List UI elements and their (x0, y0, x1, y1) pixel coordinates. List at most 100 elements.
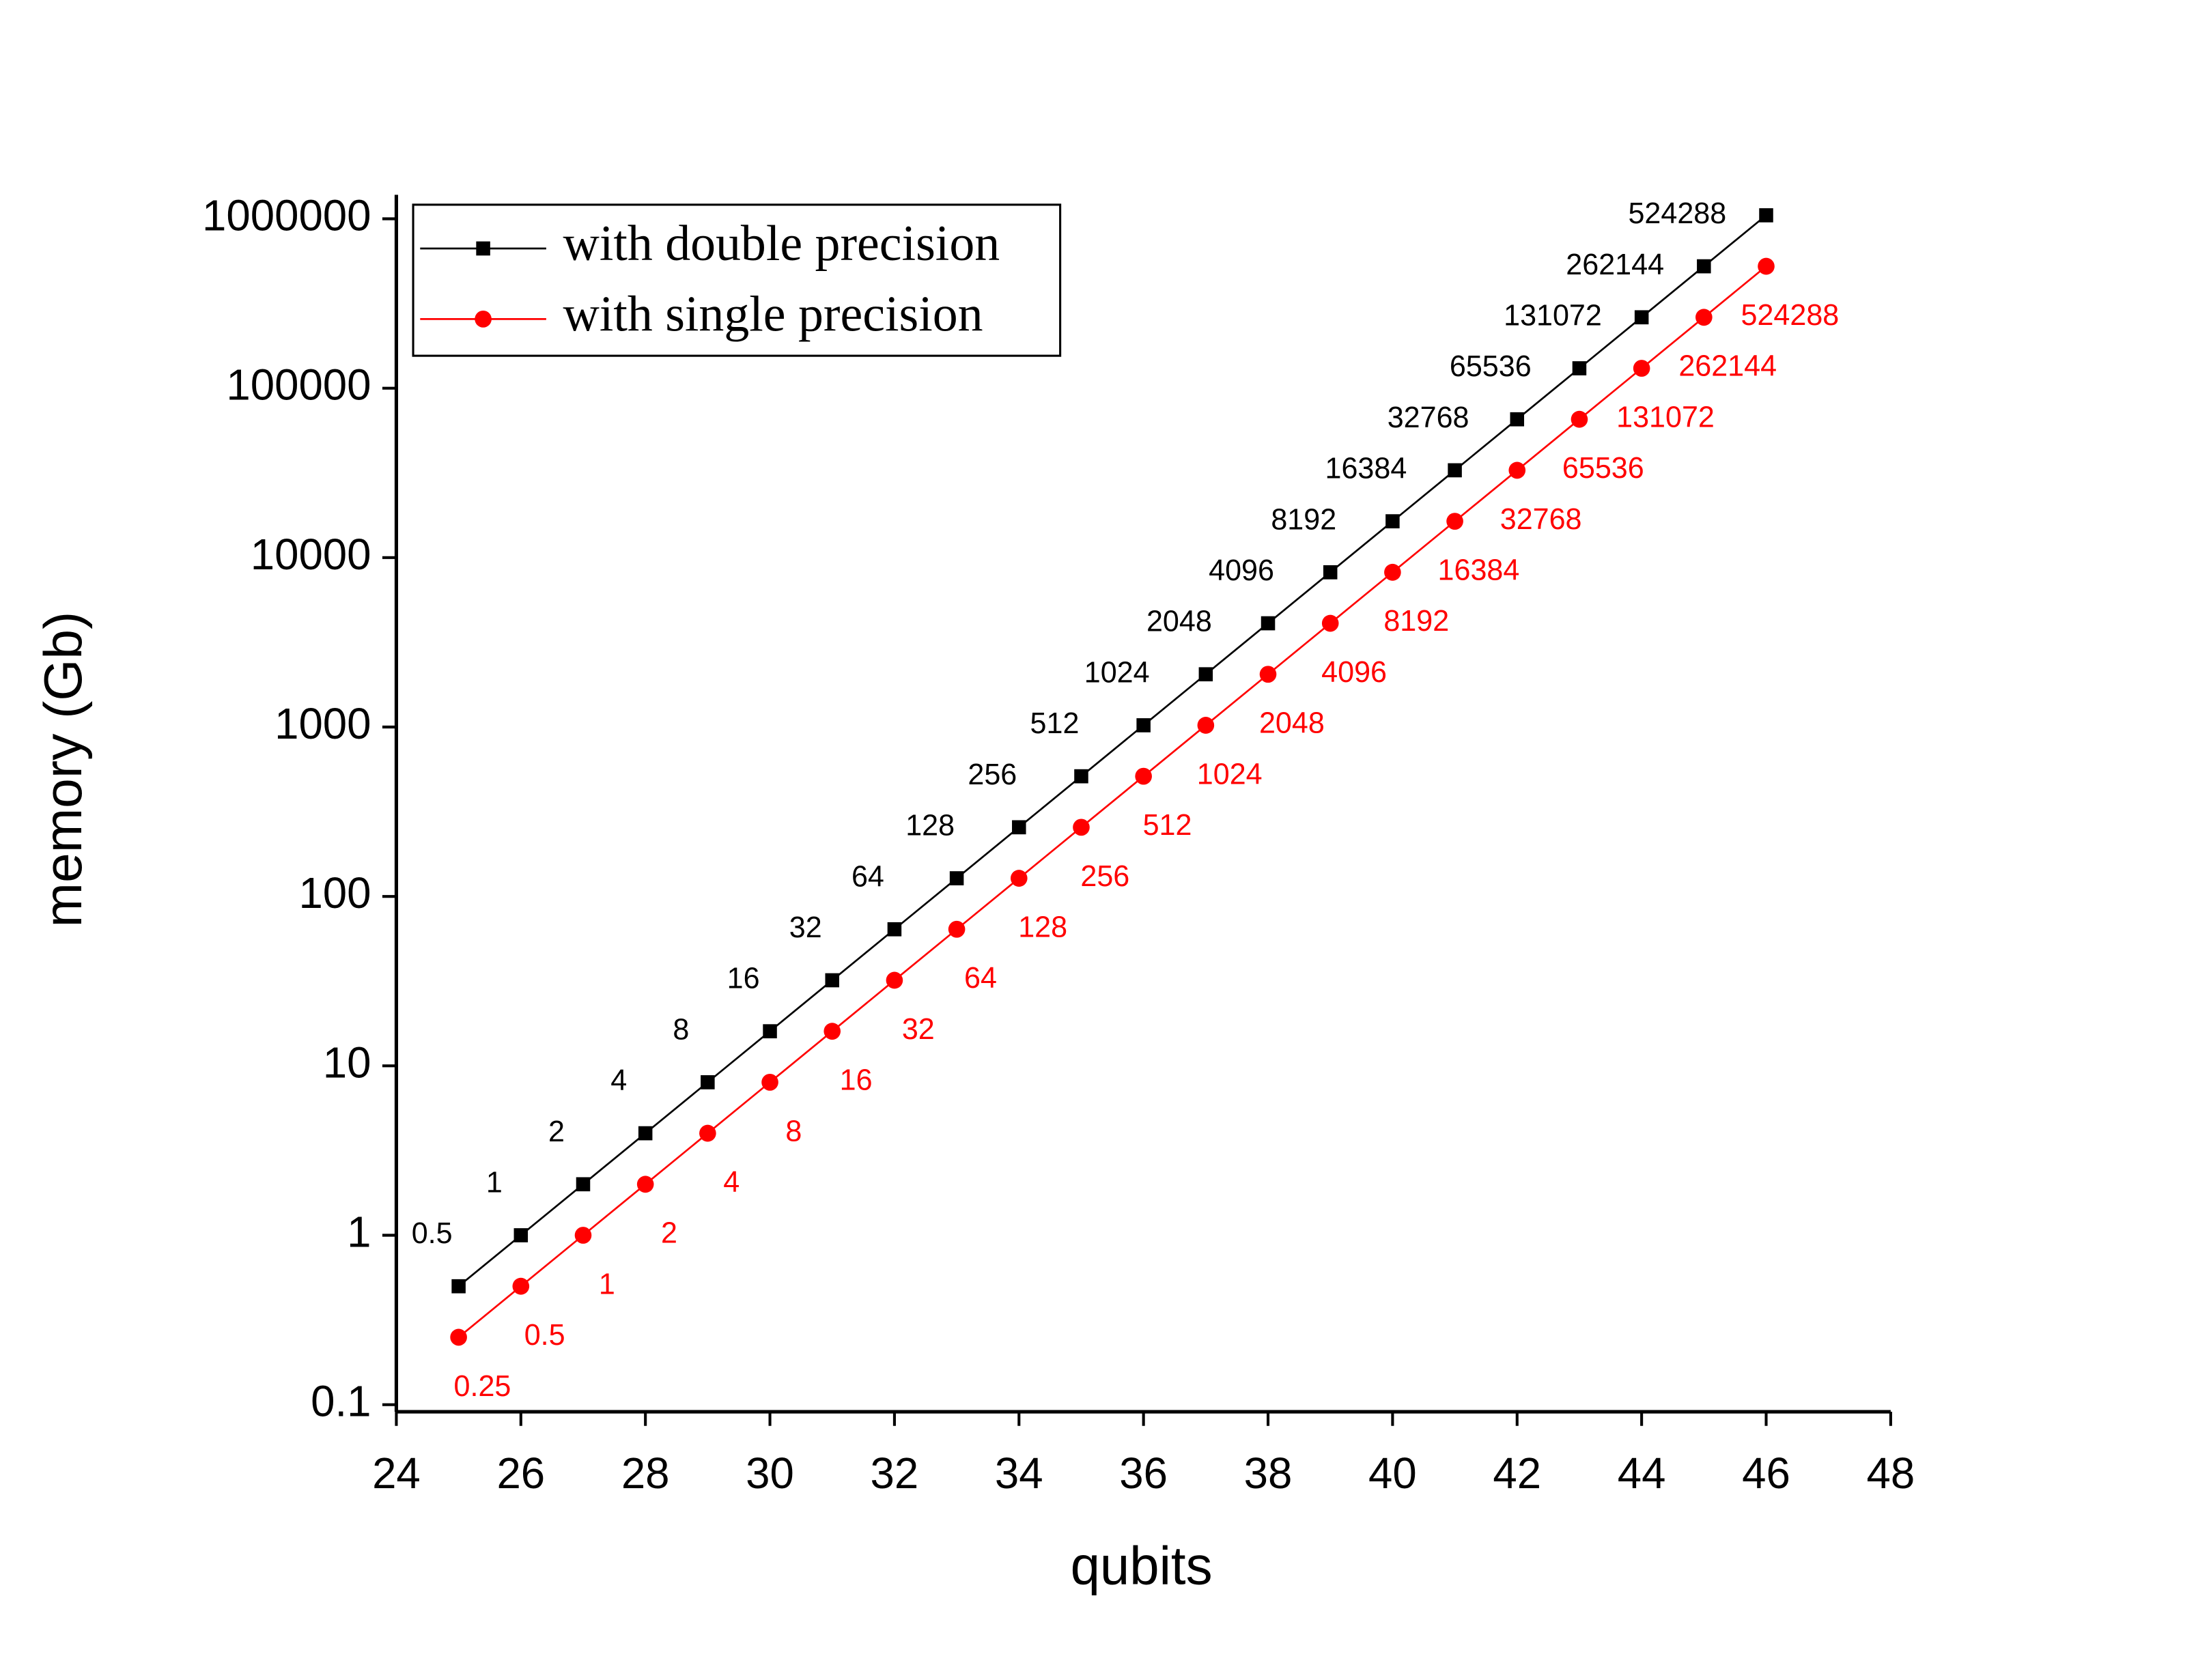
marker (887, 922, 902, 937)
data-label: 2048 (1259, 707, 1325, 739)
data-label: 16 (840, 1064, 873, 1096)
x-tick-label: 24 (372, 1449, 421, 1498)
marker (1695, 309, 1713, 326)
y-tick-label: 100000 (226, 360, 371, 409)
x-tick-label: 44 (1618, 1449, 1666, 1498)
marker (949, 871, 964, 885)
marker (701, 1075, 715, 1090)
marker (824, 1023, 841, 1040)
marker (825, 973, 839, 988)
marker (886, 971, 903, 989)
legend-marker (476, 241, 490, 256)
marker (1074, 769, 1088, 784)
marker (1012, 820, 1026, 835)
data-label: 64 (964, 962, 997, 995)
series-line (458, 214, 1767, 1287)
y-tick-label: 1000 (274, 699, 371, 748)
data-label: 128 (905, 809, 955, 842)
data-label: 32768 (1500, 503, 1582, 536)
marker (1446, 513, 1463, 530)
x-tick-label: 40 (1368, 1449, 1417, 1498)
marker (1135, 767, 1152, 785)
data-label: 262144 (1566, 248, 1664, 281)
data-label: 2 (548, 1115, 565, 1148)
x-axis-title: qubits (1071, 1535, 1213, 1595)
series-line (458, 266, 1767, 1338)
marker (1572, 361, 1587, 375)
marker (1510, 412, 1525, 427)
data-label: 0.5 (524, 1319, 565, 1352)
marker (638, 1126, 653, 1141)
marker (1634, 310, 1649, 325)
marker (513, 1228, 529, 1242)
marker (1198, 667, 1213, 682)
data-label: 8 (673, 1013, 689, 1046)
data-label: 16 (727, 963, 760, 995)
data-label: 1024 (1197, 758, 1263, 791)
x-tick-label: 26 (496, 1449, 545, 1498)
legend-marker (475, 310, 492, 328)
marker (1073, 818, 1090, 836)
data-label: 8192 (1271, 503, 1336, 536)
data-label: 2 (661, 1217, 677, 1250)
x-tick-label: 28 (621, 1449, 670, 1498)
marker (450, 1328, 467, 1346)
marker (1323, 565, 1338, 580)
marker (763, 1024, 777, 1039)
data-label: 65536 (1450, 350, 1532, 383)
data-label: 1024 (1084, 656, 1150, 689)
marker (1633, 360, 1650, 377)
y-tick-label: 10000 (251, 530, 371, 579)
marker (1758, 257, 1775, 275)
marker (1385, 514, 1400, 528)
legend-box (412, 203, 1062, 357)
y-tick-label: 10 (323, 1038, 371, 1087)
x-tick-label: 46 (1742, 1449, 1790, 1498)
data-label: 131072 (1616, 401, 1715, 433)
data-label: 8 (785, 1115, 802, 1148)
marker (1759, 208, 1773, 223)
marker (1197, 717, 1215, 734)
marker (1261, 616, 1276, 631)
legend-label: with single precision (563, 286, 983, 342)
y-tick-label: 0.1 (311, 1376, 371, 1425)
data-label: 0.25 (454, 1370, 511, 1403)
marker (636, 1176, 654, 1193)
data-label: 2048 (1146, 606, 1212, 638)
data-label: 32 (789, 911, 822, 944)
data-label: 128 (1018, 911, 1067, 943)
x-tick-label: 38 (1244, 1449, 1293, 1498)
data-label: 4 (723, 1166, 740, 1199)
marker (948, 920, 966, 938)
data-label: 4 (610, 1064, 627, 1097)
marker (1697, 259, 1711, 274)
y-tick-label: 1000000 (202, 190, 371, 240)
x-tick-label: 42 (1493, 1449, 1541, 1498)
data-label: 524288 (1741, 299, 1840, 332)
data-label: 1 (486, 1166, 503, 1199)
data-label: 131072 (1504, 299, 1602, 332)
marker (761, 1073, 778, 1091)
marker (1321, 614, 1339, 632)
data-label: 0.5 (412, 1217, 453, 1250)
data-label: 16384 (1438, 554, 1520, 586)
legend-label: with double precision (563, 216, 1000, 272)
x-tick-label: 30 (746, 1449, 794, 1498)
marker (1448, 463, 1462, 478)
x-tick-label: 36 (1119, 1449, 1168, 1498)
data-label: 1 (599, 1268, 615, 1300)
data-label: 512 (1143, 809, 1192, 842)
data-label: 524288 (1628, 197, 1726, 230)
marker (699, 1124, 716, 1142)
marker (576, 1177, 591, 1192)
data-label: 32768 (1388, 401, 1469, 434)
data-label: 16384 (1325, 452, 1407, 485)
marker (1136, 718, 1151, 732)
data-label: 4096 (1209, 554, 1274, 587)
marker (1508, 461, 1526, 479)
marker (1259, 666, 1277, 683)
x-tick-label: 32 (871, 1449, 919, 1498)
marker (1010, 870, 1028, 887)
data-label: 262144 (1678, 350, 1777, 383)
